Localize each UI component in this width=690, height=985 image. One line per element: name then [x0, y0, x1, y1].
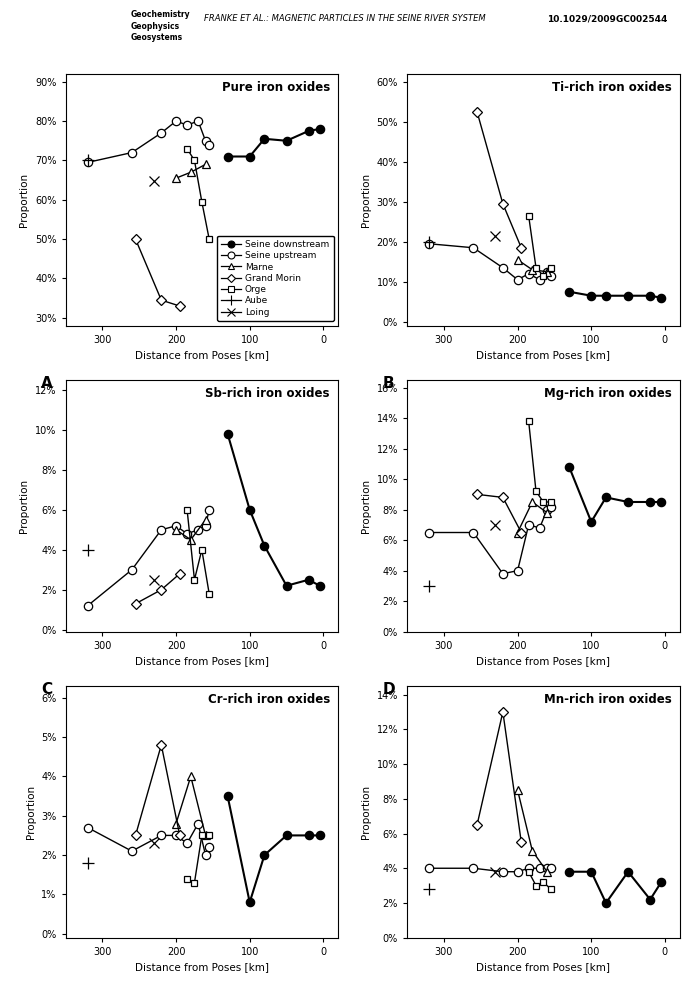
Text: Mg-rich iron oxides: Mg-rich iron oxides [544, 387, 671, 401]
Text: Geophysics: Geophysics [131, 22, 180, 31]
Text: Pure iron oxides: Pure iron oxides [221, 82, 330, 95]
Text: B: B [382, 376, 394, 391]
X-axis label: Distance from Poses [km]: Distance from Poses [km] [135, 351, 269, 361]
Text: D: D [382, 682, 395, 697]
Text: Geochemistry: Geochemistry [131, 11, 190, 20]
Y-axis label: Proportion: Proportion [26, 785, 36, 839]
X-axis label: Distance from Poses [km]: Distance from Poses [km] [135, 962, 269, 972]
X-axis label: Distance from Poses [km]: Distance from Poses [km] [135, 656, 269, 666]
Text: C: C [41, 682, 52, 697]
Y-axis label: Proportion: Proportion [361, 785, 371, 839]
Text: FRANKE ET AL.: MAGNETIC PARTICLES IN THE SEINE RIVER SYSTEM: FRANKE ET AL.: MAGNETIC PARTICLES IN THE… [204, 14, 486, 24]
X-axis label: Distance from Poses [km]: Distance from Poses [km] [476, 351, 611, 361]
X-axis label: Distance from Poses [km]: Distance from Poses [km] [476, 656, 611, 666]
Text: Cr-rich iron oxides: Cr-rich iron oxides [208, 693, 330, 706]
Text: Geosystems: Geosystems [131, 33, 184, 42]
Text: Sb-rich iron oxides: Sb-rich iron oxides [206, 387, 330, 401]
X-axis label: Distance from Poses [km]: Distance from Poses [km] [476, 962, 611, 972]
Legend: Seine downstream, Seine upstream, Marne, Grand Morin, Orge, Aube, Loing: Seine downstream, Seine upstream, Marne,… [217, 235, 333, 321]
Text: A: A [41, 376, 52, 391]
Y-axis label: Proportion: Proportion [361, 172, 371, 227]
Text: Mn-rich iron oxides: Mn-rich iron oxides [544, 693, 671, 706]
Text: Ti-rich iron oxides: Ti-rich iron oxides [552, 82, 671, 95]
Y-axis label: Proportion: Proportion [19, 172, 30, 227]
Text: 10.1029/2009GC002544: 10.1029/2009GC002544 [547, 14, 667, 24]
Y-axis label: Proportion: Proportion [19, 479, 30, 533]
Y-axis label: Proportion: Proportion [361, 479, 371, 533]
